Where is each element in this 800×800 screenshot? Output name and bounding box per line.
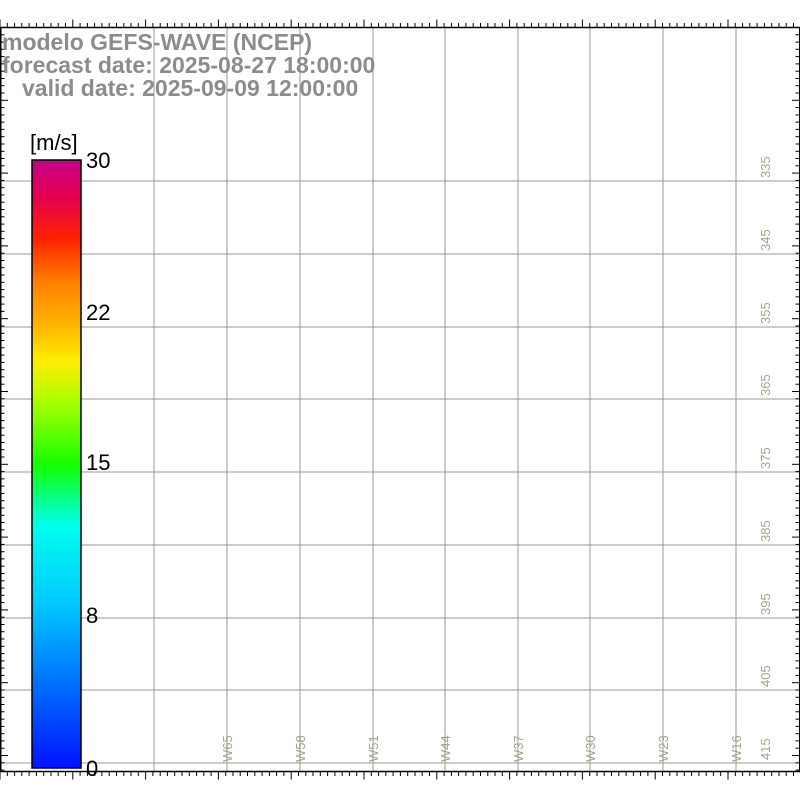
svg-text:385: 385 bbox=[758, 520, 773, 542]
svg-text:W23: W23 bbox=[656, 735, 671, 762]
svg-text:valid date: 2025-09-09 12:00:0: valid date: 2025-09-09 12:00:00 bbox=[22, 75, 358, 101]
svg-text:375: 375 bbox=[758, 447, 773, 469]
svg-text:W30: W30 bbox=[583, 735, 598, 762]
svg-text:W51: W51 bbox=[366, 735, 381, 762]
svg-text:15: 15 bbox=[86, 450, 110, 475]
svg-text:W44: W44 bbox=[438, 735, 453, 762]
svg-text:365: 365 bbox=[758, 374, 773, 396]
svg-text:30: 30 bbox=[86, 148, 110, 173]
svg-text:405: 405 bbox=[758, 665, 773, 687]
svg-text:395: 395 bbox=[758, 593, 773, 615]
svg-text:W16: W16 bbox=[729, 735, 744, 762]
svg-text:8: 8 bbox=[86, 603, 98, 628]
svg-text:345: 345 bbox=[758, 229, 773, 251]
svg-text:22: 22 bbox=[86, 300, 110, 325]
svg-text:W65: W65 bbox=[220, 735, 235, 762]
svg-text:W58: W58 bbox=[293, 735, 308, 762]
svg-text:415: 415 bbox=[758, 738, 773, 760]
svg-text:0: 0 bbox=[86, 756, 98, 781]
svg-text:W37: W37 bbox=[511, 735, 526, 762]
svg-text:[m/s]: [m/s] bbox=[30, 130, 78, 155]
svg-text:335: 335 bbox=[758, 156, 773, 178]
svg-text:355: 355 bbox=[758, 302, 773, 324]
